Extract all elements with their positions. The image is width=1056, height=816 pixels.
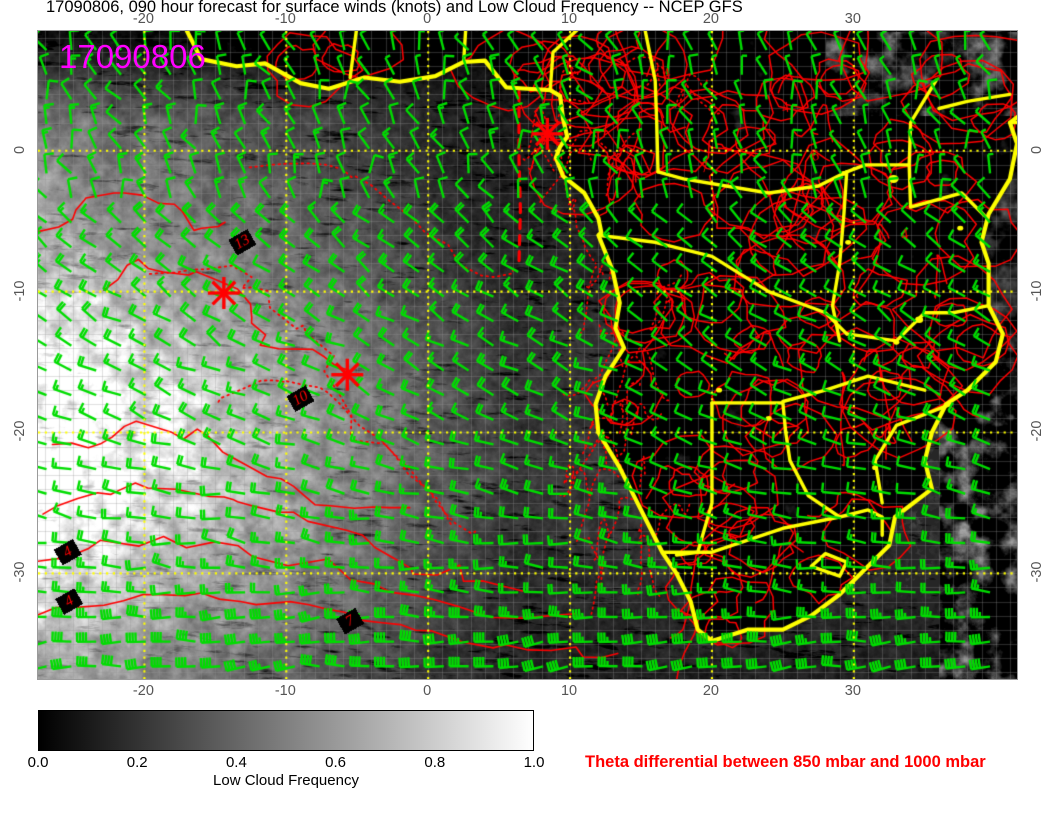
- y-tick-left-2: -20: [12, 420, 28, 442]
- colorbar-gradient: [38, 710, 534, 751]
- colorbar-tick-0: 0.0: [27, 754, 49, 771]
- x-tick-top-1: -10: [274, 11, 296, 27]
- x-tick-top-2: 0: [423, 11, 432, 27]
- x-tick-bottom-3: 10: [560, 683, 578, 699]
- colorbar[interactable]: [38, 710, 534, 751]
- x-tick-bottom-2: 0: [423, 683, 432, 699]
- x-tick-top-4: 20: [702, 11, 720, 27]
- colorbar-label: Low Cloud Frequency: [213, 772, 359, 789]
- x-tick-top-5: 30: [844, 11, 861, 27]
- colorbar-tick-2: 0.4: [225, 754, 247, 771]
- map-canvas[interactable]: [38, 31, 1017, 679]
- colorbar-tick-3: 0.6: [325, 754, 347, 771]
- x-tick-bottom-1: -10: [274, 683, 296, 699]
- colorbar-tick-1: 0.2: [126, 754, 148, 771]
- x-tick-bottom-0: -20: [132, 683, 154, 699]
- x-tick-bottom-4: 20: [702, 683, 720, 699]
- y-tick-left-3: -30: [12, 561, 28, 583]
- theta-legend-label: Theta differential between 850 mbar and …: [585, 753, 986, 771]
- y-tick-right-2: -20: [1029, 420, 1045, 442]
- y-tick-left-1: -10: [12, 280, 28, 302]
- page-title: 17090806, 090 hour forecast for surface …: [46, 0, 743, 16]
- colorbar-tick-5: 1.0: [523, 754, 545, 771]
- date-stamp-label: 17090806: [59, 38, 206, 75]
- y-tick-right-1: -10: [1029, 280, 1045, 302]
- y-tick-right-0: 0: [1029, 145, 1045, 154]
- x-tick-bottom-5: 30: [844, 683, 861, 699]
- x-tick-top-0: -20: [132, 11, 154, 27]
- map-plot-area[interactable]: [37, 30, 1018, 680]
- x-tick-top-3: 10: [560, 11, 578, 27]
- colorbar-tick-4: 0.8: [424, 754, 446, 771]
- y-tick-right-3: -30: [1029, 561, 1045, 583]
- y-tick-left-0: 0: [12, 145, 28, 154]
